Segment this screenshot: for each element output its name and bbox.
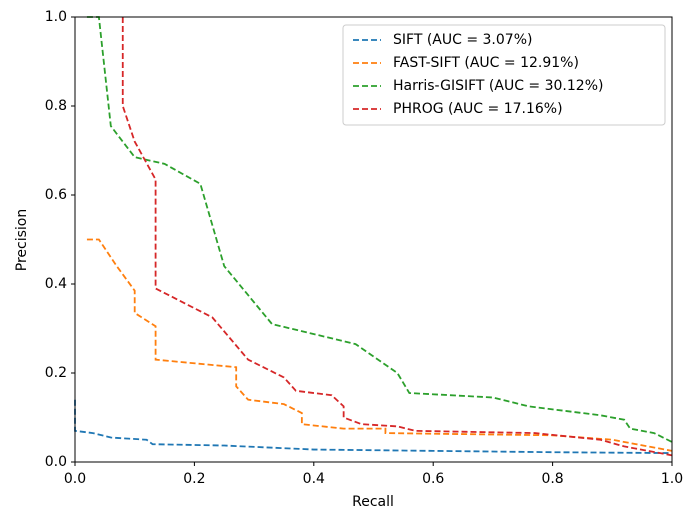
legend-label: PHROG (AUC = 17.16%) [393, 101, 563, 117]
y-tick-label: 0.0 [45, 454, 67, 470]
x-tick-label: 0.0 [64, 471, 86, 487]
x-tick-label: 0.2 [183, 471, 205, 487]
plot-frame [74, 16, 673, 463]
legend-label: FAST-SIFT (AUC = 12.91%) [393, 55, 579, 71]
series-line [86, 16, 673, 443]
y-tick-label: 1.0 [45, 9, 67, 25]
legend-label: Harris-GISIFT (AUC = 30.12%) [393, 78, 603, 94]
y-tick-label: 0.4 [45, 276, 67, 292]
x-tick-label: 0.6 [422, 471, 444, 487]
y-tick-label: 0.8 [45, 98, 67, 114]
x-tick-label: 0.8 [541, 471, 563, 487]
series-line [86, 238, 673, 452]
x-tick-label: 0.4 [303, 471, 325, 487]
legend-box [342, 24, 666, 126]
y-axis-label: Precision [14, 209, 30, 271]
x-tick-label: 1.0 [661, 471, 683, 487]
x-axis-label: Recall [352, 494, 394, 510]
y-tick-label: 0.6 [45, 187, 67, 203]
legend-label: SIFT (AUC = 3.07%) [393, 32, 532, 48]
y-tick-label: 0.2 [45, 365, 67, 381]
series-line [121, 17, 673, 457]
series-line [74, 399, 673, 454]
